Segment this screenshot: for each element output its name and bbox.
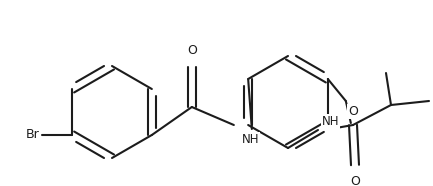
Text: O: O xyxy=(187,44,197,57)
Text: NH: NH xyxy=(242,133,259,146)
Text: NH: NH xyxy=(322,115,339,128)
Text: O: O xyxy=(348,105,358,118)
Text: Br: Br xyxy=(26,129,39,142)
Text: O: O xyxy=(350,175,360,186)
